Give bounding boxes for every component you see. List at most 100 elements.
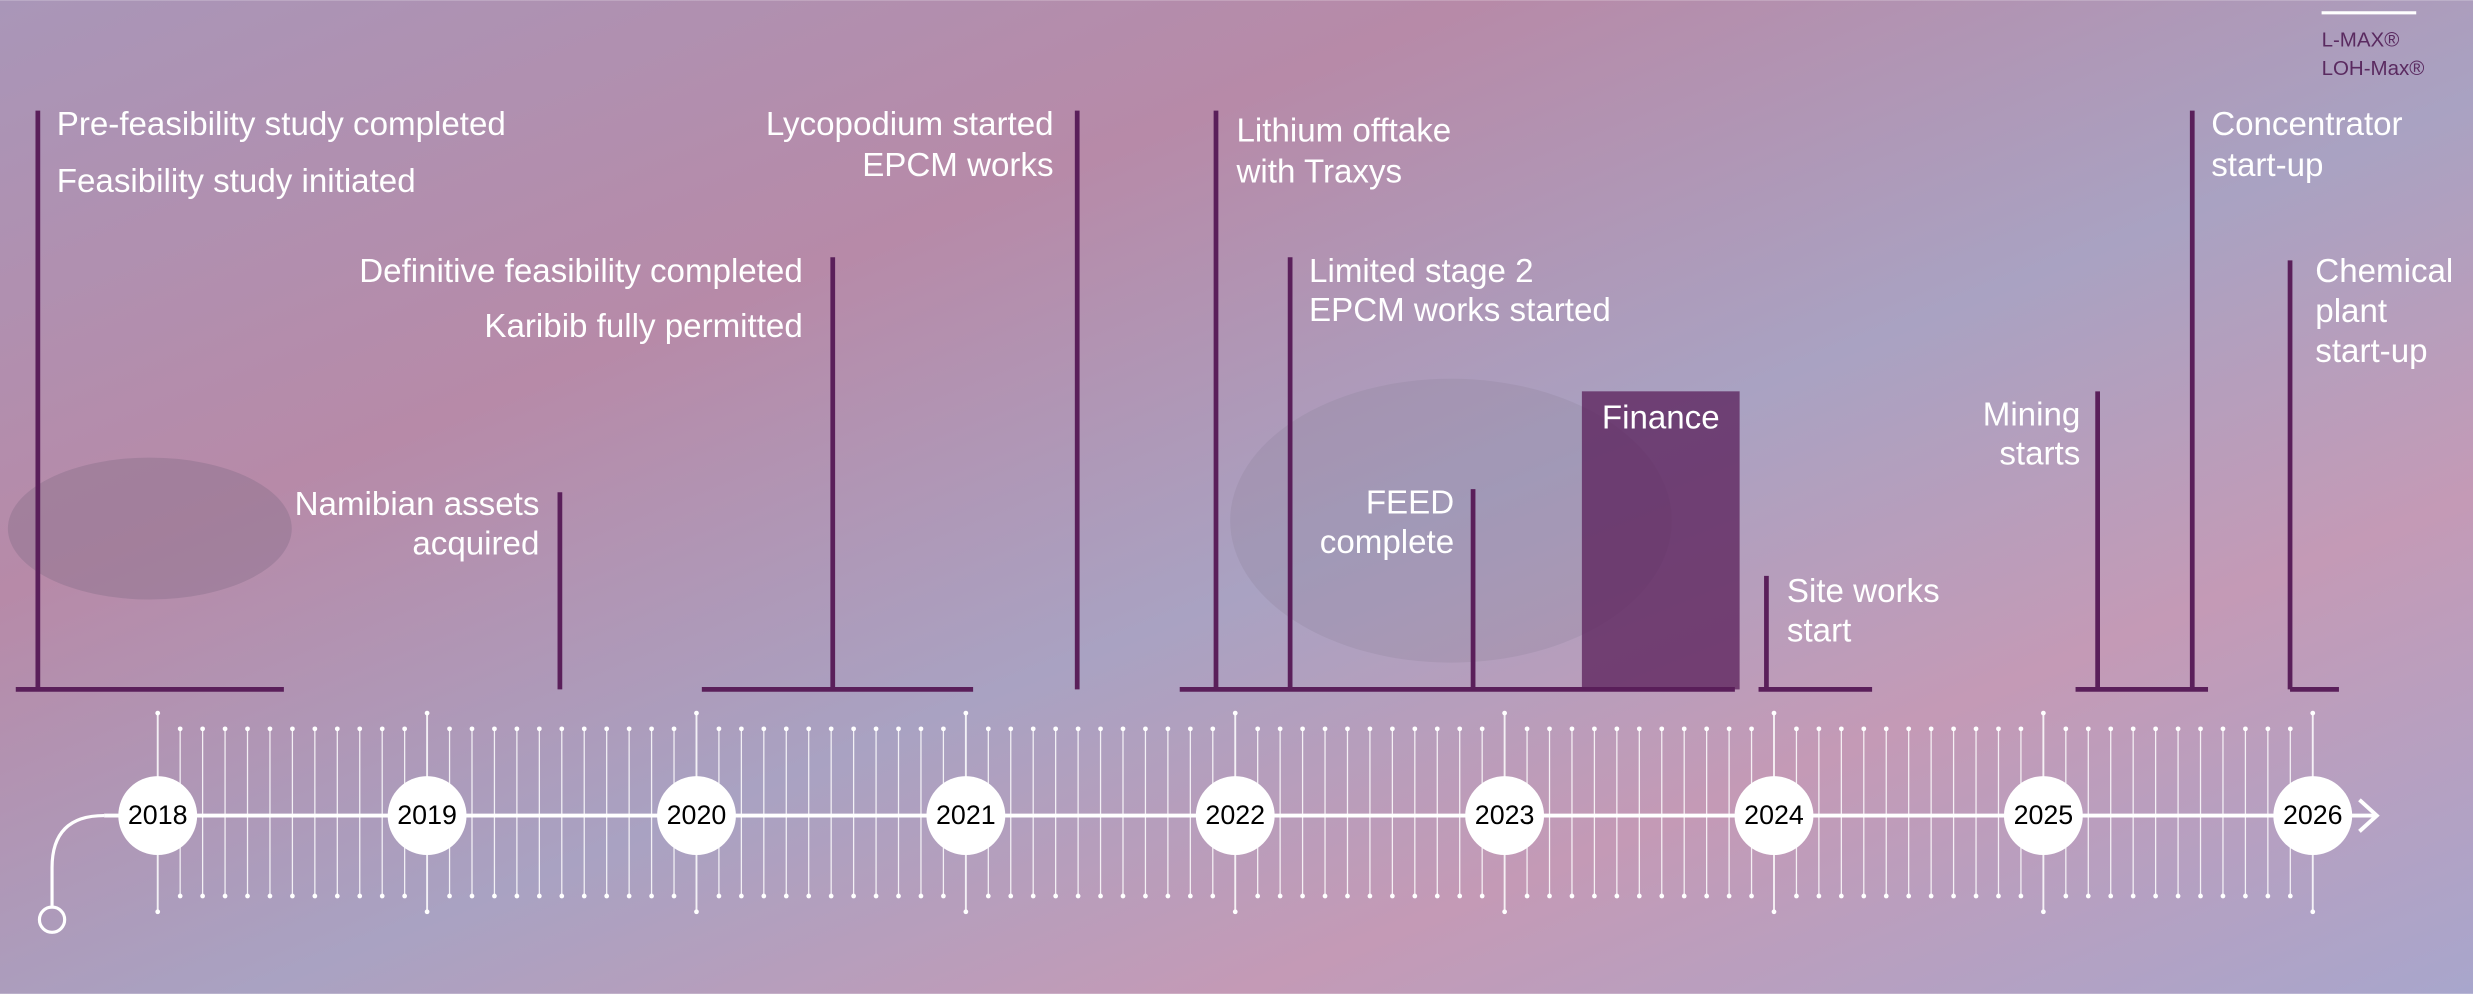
tick-dot	[2130, 726, 2136, 732]
tick-dot	[1255, 726, 1261, 732]
tick-dot	[1659, 726, 1665, 732]
tick-dot	[1075, 893, 1081, 899]
tick-dot	[1749, 726, 1754, 732]
tick-dot	[379, 893, 385, 899]
tick-dot	[1210, 893, 1216, 899]
tick-dot	[2310, 909, 2316, 915]
tick-dot	[1592, 893, 1597, 899]
tick-dot	[1143, 726, 1148, 732]
tick-dot	[1053, 726, 1059, 732]
tick-dot	[424, 710, 430, 716]
tick-dot	[290, 726, 295, 732]
tick-dot	[873, 893, 879, 899]
tick-dot	[1277, 726, 1283, 732]
year-label: 2021	[936, 800, 996, 830]
year-label: 2019	[397, 800, 457, 830]
tick-dot	[896, 726, 901, 732]
milestone-label: complete	[1320, 524, 1454, 561]
milestone-label: EPCM works started	[1309, 292, 1611, 329]
tick-dot	[1659, 893, 1665, 899]
tick-dot	[1345, 893, 1350, 899]
milestone-label: Mining	[1983, 396, 2081, 433]
year-marker	[926, 776, 1006, 856]
tick-dot	[581, 726, 587, 732]
tick-dot	[1771, 909, 1777, 915]
tick-dot	[1794, 893, 1799, 899]
tick-dot	[1322, 726, 1328, 732]
tick-dot	[1367, 893, 1373, 899]
tick-dot	[873, 726, 879, 732]
year-label: 2026	[2283, 800, 2343, 830]
tick-dot	[424, 909, 430, 915]
tick-dot	[1973, 726, 1979, 732]
tick-dot	[1547, 726, 1552, 732]
tick-dot	[1973, 893, 1979, 899]
tick-dot	[469, 893, 475, 899]
milestone-label: Chemical	[2315, 253, 2453, 290]
tick-dot	[1187, 893, 1193, 899]
tick-dot	[1075, 726, 1081, 732]
milestone-label: Limited stage 2	[1309, 253, 1534, 290]
tick-dot	[1726, 726, 1732, 732]
timeline-origin	[37, 905, 67, 934]
tick-dot	[581, 893, 587, 899]
tick-dot	[1547, 893, 1552, 899]
milestone-label: Concentrator	[2211, 106, 2402, 143]
year-marker	[1465, 776, 1545, 856]
tick-dot	[1928, 726, 1934, 732]
tick-dot	[1098, 893, 1103, 899]
tick-dot	[2265, 726, 2271, 732]
tick-dot	[671, 893, 677, 899]
tick-dot	[851, 893, 856, 899]
tick-dot	[963, 909, 969, 915]
tick-dot	[2041, 909, 2046, 915]
tick-dot	[1479, 726, 1485, 732]
tick-dot	[1816, 893, 1822, 899]
milestone-label: Finance	[1602, 399, 1720, 436]
milestone-label: Namibian assets	[295, 486, 540, 523]
tick-dot	[1816, 726, 1822, 732]
tick-dot	[1098, 726, 1103, 732]
tick-dot	[2130, 893, 2136, 899]
tick-dot	[2085, 726, 2091, 732]
tick-dot	[2063, 893, 2069, 899]
background-shape	[1230, 378, 1672, 663]
tick-dot	[604, 893, 610, 899]
tick-dot	[626, 893, 632, 899]
tick-dot	[2063, 726, 2069, 732]
tick-dot	[1210, 726, 1216, 732]
tick-dot	[1457, 893, 1463, 899]
tick-dot	[806, 726, 812, 732]
tick-dot	[492, 893, 497, 899]
brand: LOH-Max®	[2322, 57, 2425, 80]
tick-dot	[1614, 726, 1620, 732]
tick-dot	[1749, 893, 1754, 899]
tick-dot	[1120, 726, 1126, 732]
tick-dot	[2310, 710, 2316, 716]
tick-dot	[783, 726, 789, 732]
tick-dot	[334, 726, 340, 732]
milestone-label: acquired	[412, 526, 539, 563]
tick-dot	[514, 726, 520, 732]
tick-dot	[739, 893, 744, 899]
milestone-label: Lithium offtake	[1237, 112, 1452, 149]
tick-dot	[1187, 726, 1193, 732]
tick-dot	[514, 893, 520, 899]
tick-dot	[604, 726, 610, 732]
tick-dot	[1457, 726, 1463, 732]
tick-dot	[1345, 726, 1350, 732]
tick-dot	[1838, 893, 1844, 899]
tick-dot	[312, 893, 318, 899]
tick-dot	[447, 726, 452, 732]
tick-dot	[312, 726, 318, 732]
tick-dot	[245, 893, 250, 899]
tick-dot	[1300, 893, 1305, 899]
tick-dot	[2175, 893, 2181, 899]
tick-dot	[806, 893, 812, 899]
tick-dot	[694, 710, 699, 716]
tick-dot	[492, 726, 497, 732]
tick-dot	[985, 893, 991, 899]
tick-dot	[716, 726, 722, 732]
tick-dot	[536, 893, 542, 899]
tick-dot	[626, 726, 632, 732]
